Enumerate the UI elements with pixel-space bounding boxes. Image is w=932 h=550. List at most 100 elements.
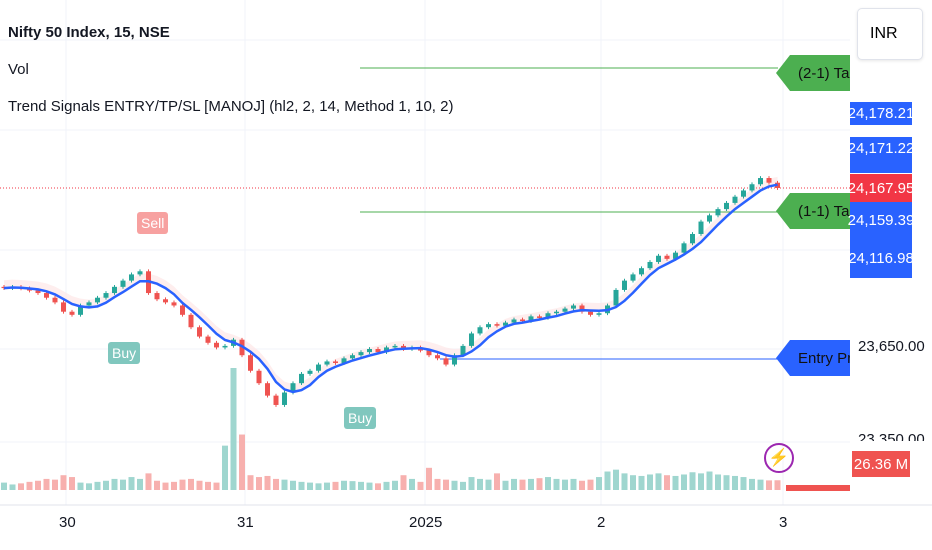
volume-bar [60, 475, 67, 490]
candle [511, 319, 517, 323]
volume-bar [664, 475, 670, 490]
volume-bar [18, 483, 24, 490]
candle [129, 274, 134, 281]
volume-bar [468, 477, 475, 490]
candle [171, 302, 177, 306]
currency-button[interactable]: INR [857, 8, 923, 60]
candle [460, 345, 466, 356]
candle [197, 327, 202, 337]
candle [282, 392, 287, 405]
entry-tag: Entry Price [776, 340, 850, 376]
volume-bar [443, 479, 449, 490]
trend-line [3, 183, 778, 394]
volume-bar [749, 478, 755, 490]
volume-bar [460, 481, 466, 490]
candle [579, 305, 585, 312]
candle [613, 289, 619, 306]
volume-bar [587, 479, 594, 490]
time-label: 30 [59, 514, 76, 531]
candle [112, 286, 117, 294]
volume-bar [757, 479, 764, 490]
candle [656, 255, 661, 262]
volume-bar [247, 475, 254, 490]
candle [528, 316, 534, 322]
last-price-label: 24,167.95 [848, 174, 914, 202]
volume-bar [392, 480, 398, 490]
candle [707, 215, 712, 222]
candle [214, 342, 219, 348]
candle [520, 319, 525, 322]
sell-signal: Sell [137, 212, 169, 234]
volume-bar [638, 475, 645, 490]
candle [86, 302, 92, 306]
candle [596, 313, 602, 315]
volume-bar [205, 481, 211, 490]
volume-bar [485, 479, 492, 490]
time-label: 31 [237, 514, 254, 531]
volume-bar [689, 472, 696, 490]
candle [588, 311, 593, 315]
volume-bar [52, 479, 58, 490]
candle [503, 322, 508, 326]
volume-bar [434, 478, 441, 490]
candle [647, 261, 653, 269]
indicator-legend[interactable]: Trend Signals ENTRY/TP/SL [MANOJ] (hl2, … [8, 98, 454, 115]
candle [35, 290, 41, 294]
candle [95, 297, 100, 303]
volume-bar [103, 480, 109, 490]
candle [443, 358, 449, 365]
volume-bar [26, 481, 33, 490]
candle [477, 327, 483, 334]
volume-bar [9, 484, 16, 490]
volume-bar [298, 481, 305, 490]
volume-bar [307, 482, 313, 490]
volume-bar [358, 481, 364, 490]
volume-bar [213, 482, 220, 490]
volume-bar [655, 473, 662, 490]
volume-bar [715, 474, 721, 490]
volume-bar [774, 480, 781, 490]
volume-bar [349, 481, 356, 490]
volume-bar [647, 474, 653, 490]
candle [724, 202, 729, 210]
volume-bar [162, 482, 169, 490]
candle [486, 324, 491, 328]
candle [715, 209, 721, 216]
volume-bar [502, 480, 509, 490]
candle [392, 345, 398, 348]
volume-bar [145, 473, 152, 490]
volume-bar [630, 475, 636, 490]
time-label: 3 [779, 514, 788, 531]
candle [741, 190, 746, 197]
price-label: 24,178.21 [848, 102, 914, 125]
candle [248, 355, 253, 371]
candle [749, 184, 755, 191]
volume-bar [375, 483, 381, 490]
candle [690, 233, 695, 244]
volume-bar [290, 480, 296, 490]
volume-bar [511, 478, 517, 490]
volume-bar [239, 434, 245, 490]
candle [494, 324, 500, 326]
candle [639, 268, 644, 275]
buy-signal: Buy [344, 407, 377, 429]
candle [103, 293, 109, 298]
buy-signal: Buy [108, 342, 141, 364]
candle [571, 305, 576, 309]
volume-bar [698, 473, 704, 490]
volume-legend[interactable]: Vol [8, 61, 29, 78]
volume-bar [400, 475, 407, 490]
volume-bar [545, 477, 551, 490]
volume-bar [553, 478, 560, 490]
lightning-icon[interactable]: ⚡ [764, 443, 794, 473]
volume-bar [604, 471, 611, 490]
candle [307, 370, 313, 374]
symbol-legend[interactable]: Nifty 50 Index, 15, NSE [8, 24, 170, 41]
volume-bar [732, 475, 738, 490]
candle [452, 355, 457, 365]
volume-bar [94, 481, 101, 490]
volume-bar [596, 477, 602, 490]
candle [537, 316, 542, 318]
volume-bar [35, 480, 41, 490]
